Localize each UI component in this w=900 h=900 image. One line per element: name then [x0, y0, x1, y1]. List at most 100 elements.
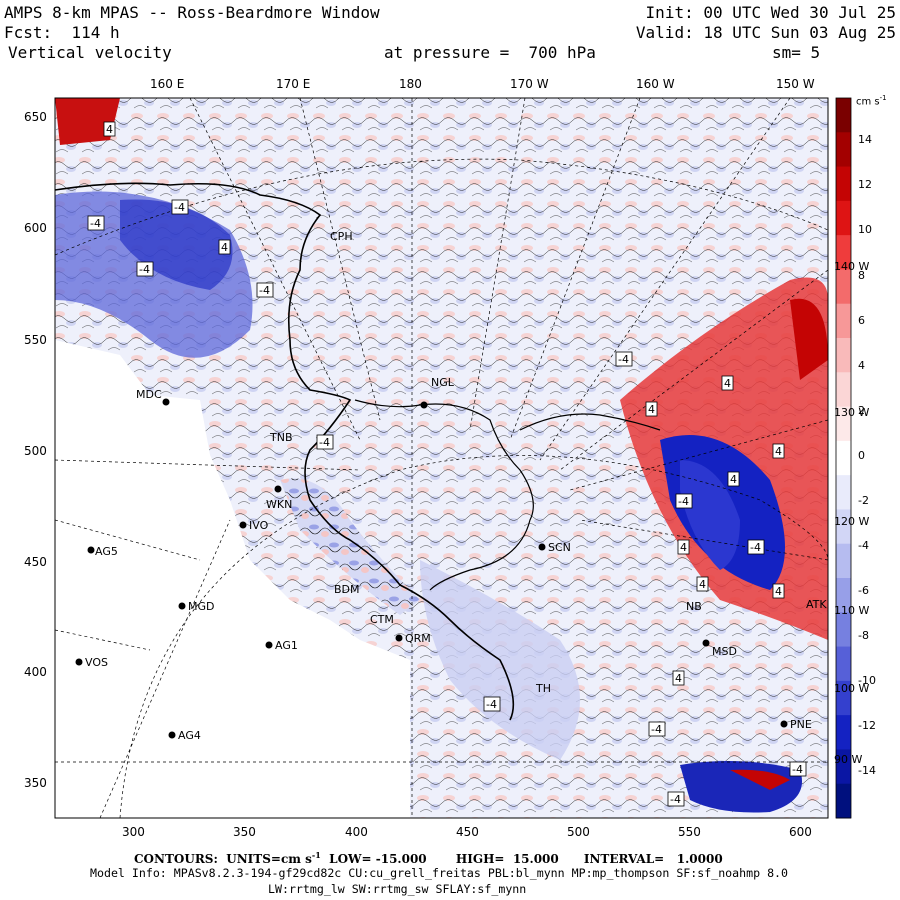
contour-label-box	[648, 721, 666, 737]
contour-label: -4	[319, 436, 330, 449]
top-tick-170e: 170 E	[276, 77, 311, 91]
contour-label-box	[772, 583, 785, 599]
colorbar-label: 10	[858, 223, 872, 236]
colorbar-label: 6	[858, 314, 865, 327]
station-label-nb: NB	[686, 600, 702, 613]
colorbar-label: 0	[858, 449, 865, 462]
bottom-tick-600: 600	[789, 825, 812, 839]
colorbar-label: 14	[858, 133, 872, 146]
top-tick-160e: 160 E	[150, 77, 185, 91]
contour-label: -4	[670, 793, 681, 806]
station-label-ctm: CTM	[370, 613, 394, 626]
colorbar-label: 12	[858, 178, 872, 191]
station-label-scn: SCN	[548, 541, 571, 554]
bottom-tick-450: 450	[456, 825, 479, 839]
lon-label-right: 140 W	[834, 260, 869, 273]
colorbar	[835, 97, 852, 819]
contour-label-box	[667, 791, 685, 807]
colorbar-label: -12	[858, 719, 876, 732]
top-tick-170w: 170 W	[510, 77, 549, 91]
contour-label-box	[316, 434, 334, 450]
station-label-qrm: QRM	[405, 632, 431, 645]
contour-label: 4	[680, 541, 687, 554]
contour-label: 4	[648, 403, 655, 416]
contour-label: 4	[699, 578, 706, 591]
colorbar-label: -2	[858, 494, 869, 507]
station-label-ag4: AG4	[178, 729, 201, 742]
contour-label-box	[675, 493, 693, 509]
colorbar-unit: cm s-1	[856, 94, 887, 108]
station-label-vos: VOS	[85, 656, 108, 669]
contour-label-box	[645, 401, 658, 417]
model-info-2: LW:rrtmg_lw SW:rrtmg_sw SFLAY:sf_mynn	[268, 882, 527, 896]
colorbar-swatch	[836, 578, 851, 613]
contour-label-box	[256, 282, 274, 298]
forecast-hour: Fcst: 114 h	[4, 23, 120, 42]
station-label-pne: PNE	[790, 718, 812, 731]
colorbar-swatch	[836, 646, 851, 682]
colorbar-swatch	[836, 372, 851, 408]
contour-label: -4	[651, 723, 662, 736]
contour-label: 4	[106, 123, 113, 136]
contour-label-box	[747, 539, 765, 555]
station-label-atk: ATK	[806, 598, 827, 611]
contour-label-box	[103, 121, 116, 137]
colorbar-swatch	[836, 440, 851, 476]
contour-label-box	[672, 670, 685, 686]
bottom-tick-550: 550	[678, 825, 701, 839]
colorbar-swatch	[836, 166, 851, 202]
contour-label-box	[721, 375, 734, 391]
left-tick-500: 500	[24, 444, 47, 458]
map-title: AMPS 8-km MPAS -- Ross-Beardmore Window	[4, 3, 380, 22]
left-tick-650: 650	[24, 110, 47, 124]
bottom-tick-350: 350	[233, 825, 256, 839]
contour-label: 4	[221, 241, 228, 254]
contour-label-box	[789, 761, 807, 777]
colorbar-label: 8	[858, 269, 865, 282]
station-label-ivo: IVO	[249, 519, 269, 532]
colorbar-swatch	[836, 475, 851, 510]
colorbar-swatch	[836, 509, 851, 545]
contour-label-box	[696, 576, 709, 592]
colorbar-label: 4	[858, 359, 865, 372]
colorbar-swatch	[836, 680, 851, 716]
map-field	[55, 98, 828, 818]
contour-label: 4	[775, 585, 782, 598]
contour-label: -4	[618, 353, 629, 366]
contour-label: -4	[792, 763, 803, 776]
station-label-mgd: MGD	[188, 600, 215, 613]
contour-label: -4	[174, 201, 185, 214]
lon-label-right: 110 W	[834, 604, 869, 617]
contour-label-box	[483, 696, 501, 712]
station-label-mdc: MDC	[136, 388, 162, 401]
lon-label-right: 120 W	[834, 515, 869, 528]
bottom-tick-400: 400	[345, 825, 368, 839]
colorbar-swatch	[836, 749, 851, 785]
colorbar-label: -14	[858, 764, 876, 777]
contour-label-box	[171, 199, 189, 215]
colorbar-swatch	[836, 235, 851, 270]
bottom-tick-300: 300	[122, 825, 145, 839]
field-name: Vertical velocity	[8, 43, 172, 62]
init-time: Init: 00 UTC Wed 30 Jul 25	[645, 3, 896, 22]
station-label-th: TH	[535, 682, 551, 695]
colorbar-swatch	[836, 612, 851, 648]
colorbar-label: -10	[858, 674, 876, 687]
colorbar-label: 2	[858, 404, 865, 417]
colorbar-label: -8	[858, 629, 869, 642]
contour-label-box	[615, 351, 633, 367]
contour-label-box	[87, 215, 105, 231]
valid-time: Valid: 18 UTC Sun 03 Aug 25	[635, 23, 896, 42]
left-tick-400: 400	[24, 665, 47, 679]
contour-label: 4	[675, 672, 682, 685]
colorbar-swatch	[836, 132, 851, 168]
left-tick-550: 550	[24, 333, 47, 347]
colorbar-swatch	[836, 406, 851, 442]
colorbar-swatch	[836, 338, 851, 373]
station-label-msd: MSD	[712, 645, 737, 658]
station-label-ag1: AG1	[275, 639, 298, 652]
colorbar-swatch	[836, 715, 851, 750]
lon-label-right: 100 W	[834, 682, 869, 695]
pressure-level: at pressure = 700 hPa	[384, 43, 596, 62]
